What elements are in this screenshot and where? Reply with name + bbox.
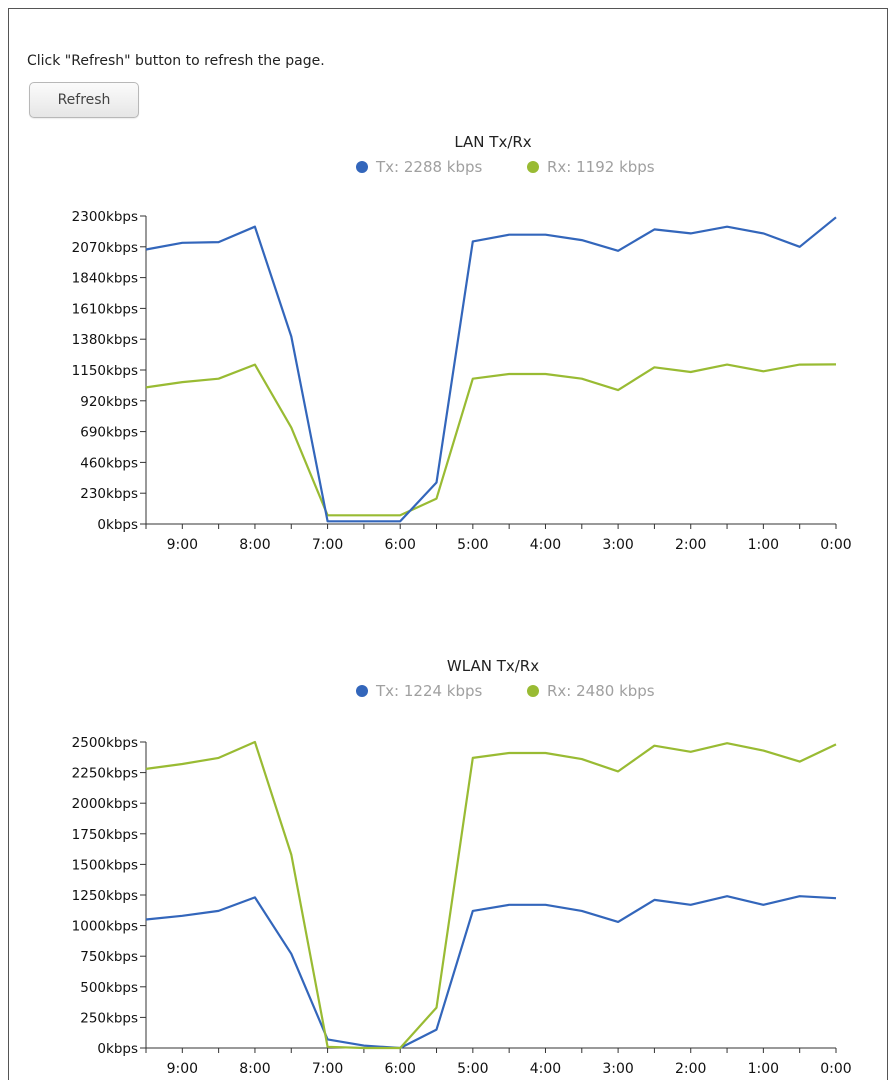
lan-y-tick-label: 1150kbps	[72, 363, 138, 379]
wlan-y-tick-label: 250kbps	[80, 1010, 138, 1026]
lan-x-tick-label: 1:00	[748, 537, 779, 553]
lan-y-tick-label: 690kbps	[80, 425, 138, 441]
wlan-y-tick-label: 2250kbps	[72, 766, 138, 782]
wlan-x-tick-label: 7:00	[312, 1061, 343, 1077]
wlan-x-tick-label: 6:00	[384, 1061, 415, 1077]
lan-legend-rx-label: Rx: 1192 kbps	[547, 158, 655, 176]
lan-y-tick-label: 460kbps	[80, 455, 138, 471]
page-frame	[8, 8, 888, 1080]
lan-y-tick-label: 1610kbps	[72, 301, 138, 317]
lan-legend-tx-label: Tx: 2288 kbps	[375, 158, 483, 176]
lan-x-tick-label: 2:00	[675, 537, 706, 553]
lan-x-tick-label: 8:00	[239, 537, 270, 553]
wlan-x-tick-label: 2:00	[675, 1061, 706, 1077]
lan-tx-series-line	[145, 216, 837, 523]
wlan-y-tick-label: 1000kbps	[72, 919, 138, 935]
lan-x-tick-label: 0:00	[820, 537, 851, 553]
wlan-x-tick-label: 0:00	[820, 1061, 851, 1077]
lan-legend-tx-marker	[356, 161, 368, 173]
wlan-y-tick-label: 750kbps	[80, 949, 138, 965]
refresh-hint: Click "Refresh" button to refresh the pa…	[27, 53, 325, 69]
lan-y-tick-label: 920kbps	[80, 394, 138, 410]
refresh-button[interactable]: Refresh	[29, 82, 139, 118]
wlan-x-tick-label: 8:00	[239, 1061, 270, 1077]
lan-y-tick-label: 1380kbps	[72, 332, 138, 348]
wlan-legend-tx-marker	[356, 685, 368, 697]
wlan-x-tick-label: 4:00	[530, 1061, 561, 1077]
lan-y-tick-label: 230kbps	[80, 486, 138, 502]
lan-x-tick-label: 9:00	[167, 537, 198, 553]
lan-x-tick-label: 5:00	[457, 537, 488, 553]
wlan-y-tick-label: 1500kbps	[72, 857, 138, 873]
wlan-tx-series-line	[145, 895, 837, 1050]
wlan-y-tick-label: 2000kbps	[72, 796, 138, 812]
lan-y-tick-label: 2300kbps	[72, 209, 138, 225]
lan-x-tick-label: 3:00	[602, 537, 633, 553]
lan-rx-series-line	[145, 363, 837, 517]
wlan-legend-rx-label: Rx: 2480 kbps	[547, 682, 655, 700]
wlan-chart-title: WLAN Tx/Rx	[447, 657, 539, 675]
wlan-x-tick-label: 1:00	[748, 1061, 779, 1077]
lan-chart-title: LAN Tx/Rx	[454, 133, 531, 151]
lan-x-tick-label: 6:00	[384, 537, 415, 553]
wlan-y-tick-label: 500kbps	[80, 980, 138, 996]
wlan-legend-tx-label: Tx: 1224 kbps	[375, 682, 483, 700]
wlan-y-tick-label: 1250kbps	[72, 888, 138, 904]
wlan-x-tick-label: 5:00	[457, 1061, 488, 1077]
wlan-y-tick-label: 2500kbps	[72, 735, 138, 751]
lan-y-tick-label: 1840kbps	[72, 271, 138, 287]
lan-y-tick-label: 2070kbps	[72, 240, 138, 256]
wlan-y-tick-label: 1750kbps	[72, 827, 138, 843]
lan-x-tick-label: 7:00	[312, 537, 343, 553]
wlan-rx-series-line	[145, 740, 837, 1050]
wlan-y-tick-label: 0kbps	[97, 1041, 138, 1057]
lan-txrx-chart: LAN Tx/Rx Tx: 2288 kbps Rx: 1192 kbps 2300k…	[72, 133, 852, 553]
lan-legend-rx-marker	[527, 161, 539, 173]
wlan-x-tick-label: 9:00	[167, 1061, 198, 1077]
lan-y-tick-label: 0kbps	[97, 517, 138, 533]
wlan-x-tick-label: 3:00	[602, 1061, 633, 1077]
wlan-legend-rx-marker	[527, 685, 539, 697]
lan-x-tick-label: 4:00	[530, 537, 561, 553]
